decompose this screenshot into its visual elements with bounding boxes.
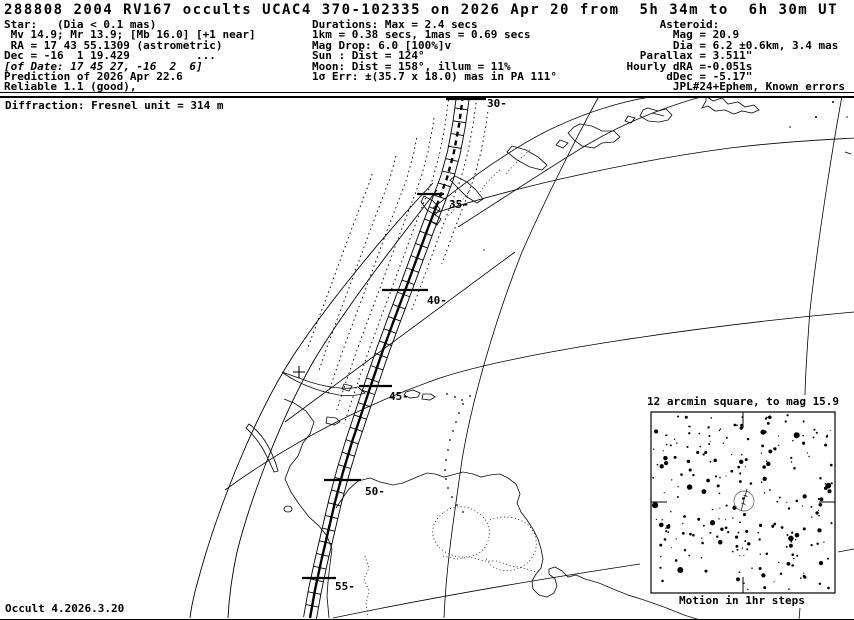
plus-markers (293, 366, 305, 378)
info-line: Star: (Dia < 0.1 mas) (4, 18, 157, 31)
event-info-block: Durations: Max = 2.4 secs 1km = 0.38 secs… (312, 18, 558, 84)
header-separator (0, 92, 854, 98)
graticule-lines (224, 96, 854, 620)
info-line: Durations: Max = 2.4 secs (312, 18, 478, 31)
shoal-fringes-dotted (447, 149, 531, 217)
site-plus-marker (293, 366, 305, 378)
time-label: 35- (449, 198, 469, 211)
time-label: 30- (487, 97, 507, 110)
country-borders-dotted (363, 506, 538, 619)
time-label: 50- (365, 485, 385, 498)
info-line: dDec = -5.17" (600, 70, 753, 84)
time-labels: 30- 35- 40- 45- 50- 55- (335, 97, 507, 593)
occultation-path-map: 30- 35- 40- 45- 50- 55- (189, 96, 854, 620)
inset-footer: Motion in 1hr steps (679, 594, 805, 607)
target-star-dot (742, 497, 745, 500)
info-line: Moon: Dist = 158°, illum = 11% (312, 59, 511, 73)
time-label: 55- (335, 580, 355, 593)
target-star-circle (733, 490, 755, 512)
info-line: 1km = 0.38 secs, 1mas = 0.69 secs (312, 28, 531, 42)
time-tick-bars (302, 97, 486, 580)
info-line: Mag Drop: 6.0 [100%]v (312, 38, 452, 52)
info-line: Mv 14.9; Mr 13.9; [Mb 16.0] [+1 near] (4, 28, 256, 42)
time-label: 45- (389, 390, 409, 403)
limb-arcs (189, 182, 438, 619)
info-line: Parallax = 3.511" (600, 49, 753, 63)
small-islands (444, 101, 852, 513)
info-line: JPL#24+Ephem, Known errors (600, 80, 846, 94)
diffraction-note: Diffraction: Fresnel unit = 314 m (5, 99, 224, 112)
star-info-block: Star: (Dia < 0.1 mas) Mv 14.9; Mr 13.9; … (4, 18, 256, 94)
occultation-path-band (303, 96, 470, 620)
asteroid-info-block: Asteroid: Mag = 20.9 Dia = 6.2 ±0.6km, 3… (600, 18, 846, 94)
info-line: Sun : Dist = 124° (312, 49, 425, 63)
info-line: Asteroid: (600, 18, 720, 31)
info-line: [of Date: 17 45 27, -16 2 6] (4, 59, 203, 73)
info-line: Reliable 1.1 (good), (4, 80, 137, 94)
info-line: Dec = -16 1 19.429 ... (4, 49, 216, 63)
page-title: 288808 2004 RV167 occults UCAC4 370-1023… (4, 2, 839, 18)
sigma-limit-lines (306, 97, 489, 425)
info-line: Mag = 20.9 (600, 28, 740, 42)
target-star-motion-marks (740, 488, 748, 512)
info-line: Dia = 6.2 ±0.6km, 3.4 mas (600, 38, 839, 52)
time-label: 40- (427, 294, 447, 307)
software-version: Occult 4.2026.3.20 (5, 602, 125, 615)
info-line: RA = 17 43 55.1309 (astrometric) (4, 38, 223, 52)
info-line: 1σ Err: ±(35.7 x 18.0) mas in PA 111° (312, 70, 558, 84)
inset-crosshair-ticks (651, 412, 835, 593)
star-chart-inset (650, 411, 836, 594)
info-line: Prediction of 2026 Apr 22.6 (4, 70, 183, 84)
inset-title: 12 arcmin square, to mag 15.9 (647, 395, 840, 408)
inset-star-field (652, 414, 833, 591)
info-line: Hourly dRA =-0.051s (600, 59, 753, 73)
